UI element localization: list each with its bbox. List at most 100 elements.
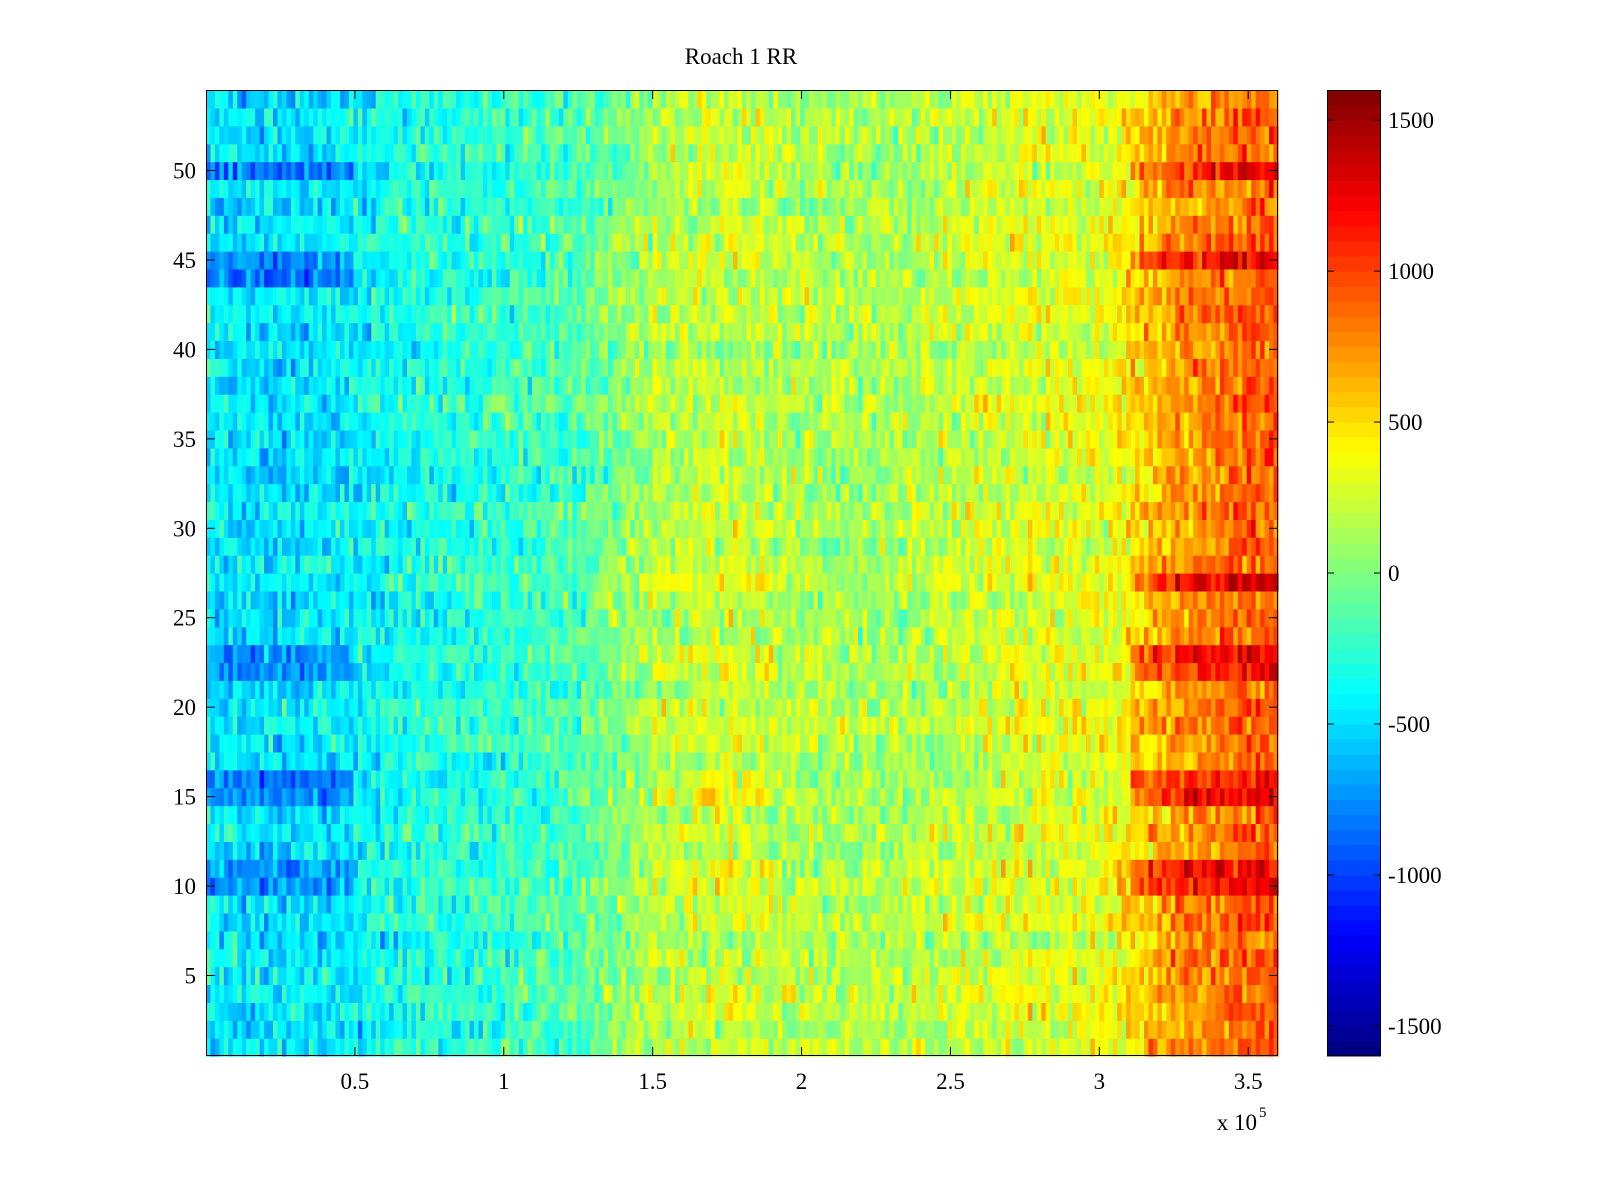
heatmap-cell (951, 805, 957, 825)
heatmap-cell (907, 948, 913, 968)
heatmap-cell (733, 734, 739, 753)
heatmap-cell (451, 734, 457, 753)
heatmap-cell (1036, 698, 1042, 717)
heatmap-cell (974, 859, 980, 878)
heatmap-cell (898, 984, 904, 1003)
heatmap-cell (366, 859, 372, 878)
heatmap-cell (1206, 912, 1212, 932)
heatmap-cell (889, 895, 895, 914)
heatmap-cell (491, 823, 497, 842)
heatmap-cell (858, 805, 864, 825)
heatmap-cell (862, 966, 868, 986)
heatmap-cell (742, 948, 748, 968)
heatmap-cell (652, 841, 658, 860)
heatmap-cell (1237, 716, 1243, 735)
heatmap-cell (692, 1002, 698, 1021)
heatmap-cell (429, 912, 435, 932)
heatmap-cell (518, 680, 524, 699)
heatmap-cell (934, 769, 940, 789)
heatmap-cell (1273, 734, 1279, 753)
heatmap-cell (634, 734, 640, 753)
heatmap-cell (281, 930, 287, 950)
heatmap-cell (223, 823, 229, 842)
heatmap-cell (478, 859, 484, 878)
heatmap-cell (353, 769, 359, 789)
heatmap-cell (943, 680, 949, 699)
heatmap-cell (1068, 698, 1074, 717)
heatmap-cell (898, 930, 904, 950)
heatmap-cell (326, 877, 332, 896)
heatmap-cell (608, 751, 614, 771)
heatmap-cell (773, 1020, 779, 1039)
heatmap-cell (1197, 823, 1203, 842)
heatmap-cell (1144, 805, 1150, 825)
heatmap-cell (228, 805, 234, 825)
heatmap-cell (255, 716, 261, 735)
heatmap-cell (733, 966, 739, 986)
heatmap-cell (1152, 966, 1158, 986)
heatmap-cell (643, 716, 649, 735)
heatmap-cell (768, 823, 774, 842)
heatmap-cell (299, 984, 305, 1003)
heatmap-cell (786, 1020, 792, 1039)
heatmap-cell (840, 823, 846, 842)
heatmap-cell (1166, 948, 1172, 968)
heatmap-cell (1255, 948, 1261, 968)
heatmap-cell (625, 787, 631, 807)
heatmap-cell (465, 895, 471, 914)
heatmap-cell (996, 751, 1002, 771)
heatmap-cell (800, 787, 806, 807)
heatmap-cell (1237, 912, 1243, 932)
heatmap-cell (554, 966, 560, 986)
heatmap-cell (657, 1038, 663, 1057)
heatmap-cell (670, 716, 676, 735)
heatmap-cell (817, 841, 823, 860)
heatmap-cell (206, 984, 212, 1003)
heatmap-cell (840, 895, 846, 914)
heatmap-cell (420, 716, 426, 735)
heatmap-cell (791, 787, 797, 807)
heatmap-cell (925, 734, 931, 753)
heatmap-cell (348, 859, 354, 878)
heatmap-cell (268, 698, 274, 717)
heatmap-cell (710, 895, 716, 914)
heatmap-cell (1085, 859, 1091, 878)
heatmap-cell (429, 1002, 435, 1021)
heatmap-cell (943, 984, 949, 1003)
heatmap-cell (960, 912, 966, 932)
heatmap-cell (362, 841, 368, 860)
heatmap-cell (340, 966, 346, 986)
heatmap-cell (206, 930, 212, 950)
heatmap-cell (295, 1002, 301, 1021)
heatmap-cell (1219, 769, 1225, 789)
heatmap-cell (223, 1020, 229, 1039)
heatmap-cell (938, 751, 944, 771)
heatmap-cell (679, 841, 685, 860)
heatmap-cell (1246, 734, 1252, 753)
heatmap-cell (1045, 1002, 1051, 1021)
heatmap-cell (523, 698, 529, 717)
heatmap-cell (987, 751, 993, 771)
heatmap-cell (340, 984, 346, 1003)
heatmap-cell (1041, 1038, 1047, 1057)
heatmap-cell (898, 680, 904, 699)
heatmap-cell (442, 805, 448, 825)
heatmap-cell (902, 841, 908, 860)
heatmap-cell (719, 680, 725, 699)
heatmap-cell (206, 1002, 212, 1021)
heatmap-cell (237, 787, 243, 807)
heatmap-cell (447, 787, 453, 807)
heatmap-cell (286, 698, 292, 717)
heatmap-cell (800, 716, 806, 735)
heatmap-cell (1255, 769, 1261, 789)
heatmap-cell (893, 1020, 899, 1039)
heatmap-cell (366, 823, 372, 842)
heatmap-cell (675, 930, 681, 950)
heatmap-cell (509, 698, 515, 717)
heatmap-cell (884, 877, 890, 896)
heatmap-cell (505, 1002, 511, 1021)
heatmap-cell (616, 895, 622, 914)
heatmap-cell (541, 841, 547, 860)
heatmap-cell (518, 1020, 524, 1039)
heatmap-cell (867, 841, 873, 860)
